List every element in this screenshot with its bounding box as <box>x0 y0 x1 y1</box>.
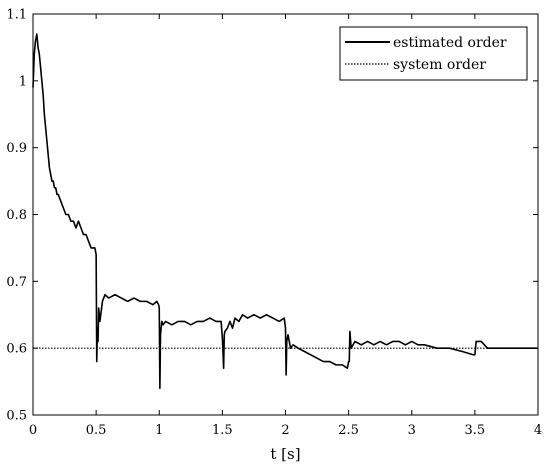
x-tick-label: 2 <box>281 423 289 438</box>
legend-label-system-order: system order <box>393 57 486 73</box>
x-tick-label: 0.5 <box>86 423 107 438</box>
y-tick-label: 1.1 <box>6 8 27 23</box>
x-tick-label: 0 <box>29 423 37 438</box>
y-tick-label: 1 <box>19 74 27 89</box>
x-tick-label: 3.5 <box>465 423 486 438</box>
y-tick-label: 0.8 <box>6 208 27 223</box>
series-layer <box>32 33 538 390</box>
series-line-estimated-order <box>32 33 538 390</box>
x-tick-label: 1 <box>155 423 163 438</box>
ticks-layer: 0 0.5 1 1.5 2 2.5 3 3.5 40.50.60.70.80.911.1 <box>6 8 542 439</box>
y-tick-label: 0.7 <box>6 275 27 290</box>
x-tick-label: 4 <box>534 423 542 438</box>
x-tick-label: 1.5 <box>212 423 233 438</box>
y-tick-label: 0.6 <box>6 342 27 357</box>
y-tick-label: 0.9 <box>6 141 27 156</box>
y-tick-label: 0.5 <box>6 409 27 424</box>
legend: estimated order system order <box>339 26 528 81</box>
x-axis-title: t [s] <box>270 445 300 463</box>
x-tick-label: 3 <box>408 423 416 438</box>
x-tick-label: 2.5 <box>338 423 359 438</box>
legend-box <box>339 26 528 81</box>
legend-label-estimated-order: estimated order <box>393 35 507 51</box>
